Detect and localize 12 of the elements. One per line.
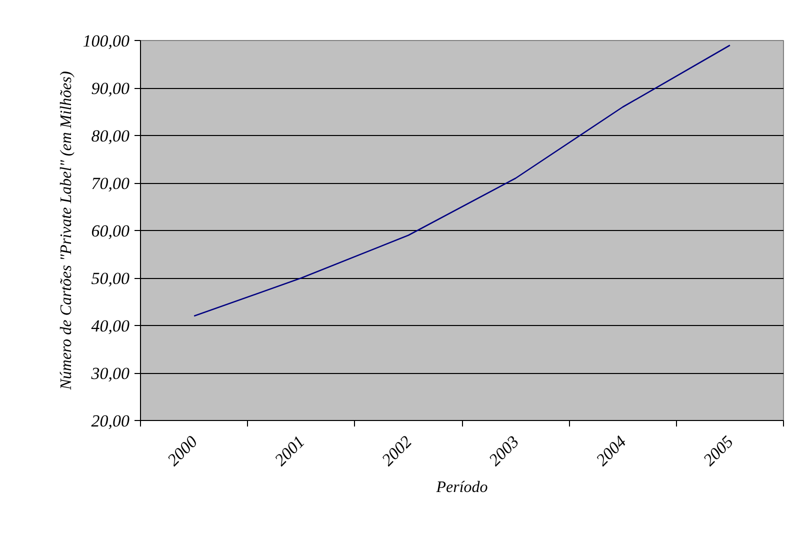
y-tick-label: 90,00 [91,79,130,98]
line-series [193,44,731,317]
y-tick-label: 40,00 [91,316,130,336]
y-tick-label: 100,00 [82,32,130,50]
y-tick-label: 30,00 [90,364,130,383]
y-tick-label: 70,00 [91,174,130,193]
x-axis-title: Período [435,479,488,496]
y-tick-label: 50,00 [91,269,130,288]
y-tick-label: 80,00 [91,126,130,146]
y-tick-label: 20,00 [91,412,130,430]
y-tick-label: 60,00 [91,222,130,240]
y-axis-title: Número de Cartões "Private Label" (em Milhões) [58,71,75,391]
